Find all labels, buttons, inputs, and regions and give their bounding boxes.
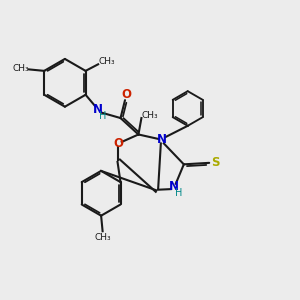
Text: CH₃: CH₃	[142, 111, 158, 120]
Text: H: H	[175, 188, 182, 198]
Text: H: H	[99, 111, 106, 121]
Text: CH₃: CH₃	[95, 233, 112, 242]
Text: O: O	[113, 137, 123, 150]
Text: N: N	[157, 133, 167, 146]
Text: O: O	[122, 88, 131, 101]
Text: S: S	[211, 156, 219, 169]
Text: N: N	[93, 103, 103, 116]
Text: CH₃: CH₃	[98, 57, 115, 66]
Text: CH₃: CH₃	[12, 64, 28, 73]
Text: N: N	[169, 180, 179, 193]
